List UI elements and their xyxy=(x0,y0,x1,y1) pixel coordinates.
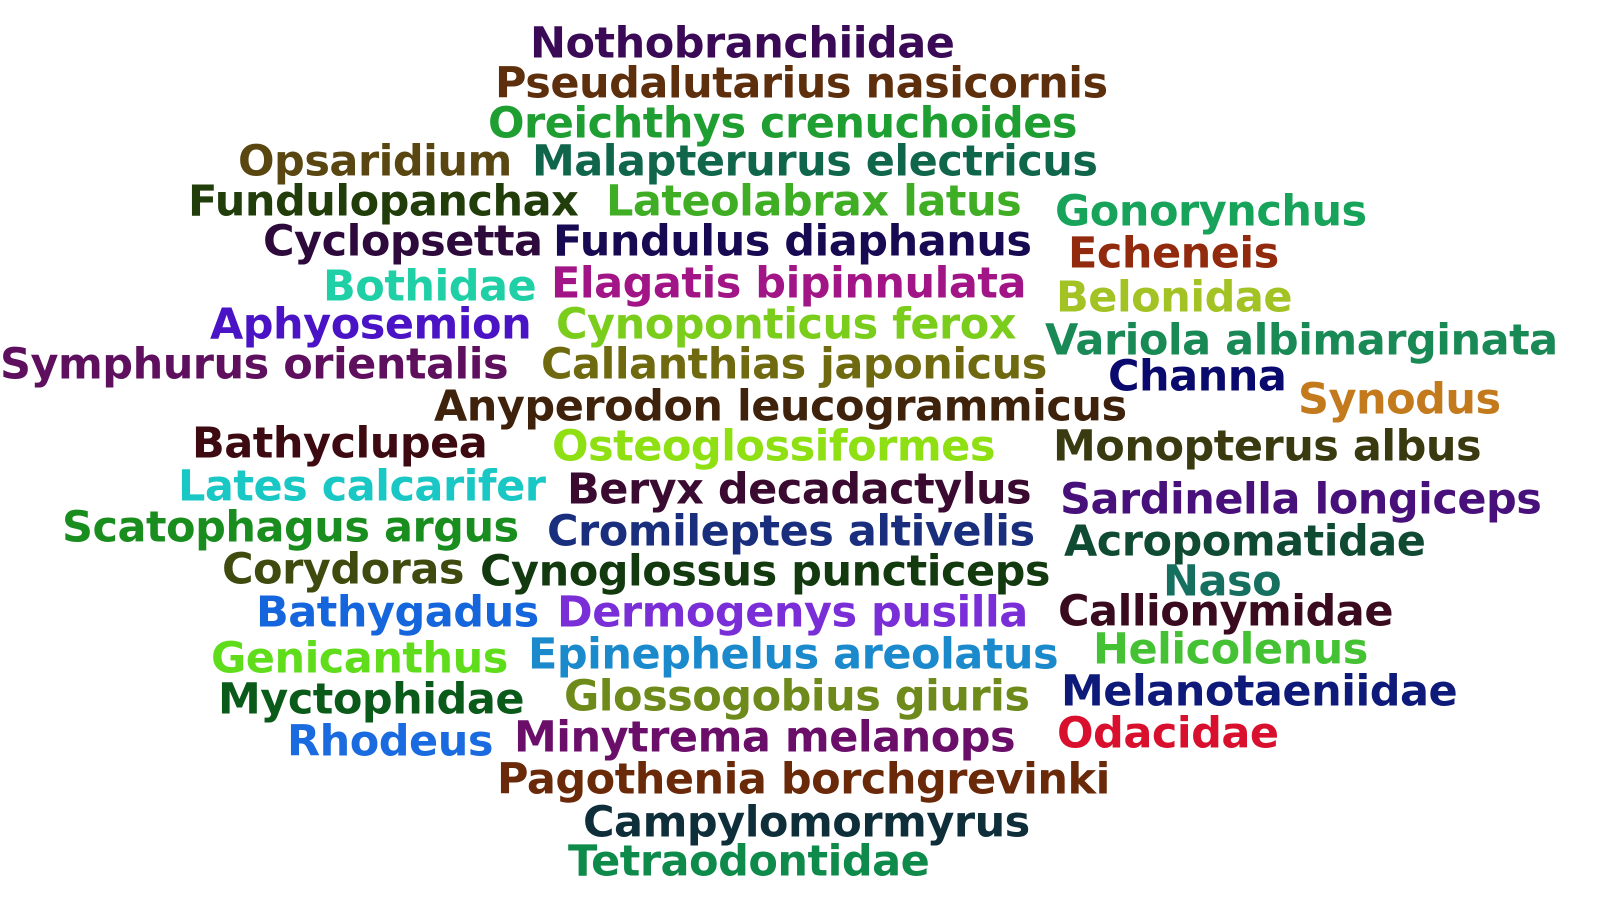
word-39: Helicolenus xyxy=(1093,624,1368,675)
word-14: Aphyosemion xyxy=(210,299,532,350)
word-44: Minytrema melanops xyxy=(514,712,1016,763)
word-29: Cromileptes altivelis xyxy=(547,506,1035,557)
word-17: Symphurus orientalis xyxy=(0,339,509,390)
word-7: Gonorynchus xyxy=(1055,186,1367,237)
word-27: Sardinella longiceps xyxy=(1060,474,1542,525)
word-5: Fundulopanchax xyxy=(188,176,579,227)
word-35: Dermogenys pusilla xyxy=(557,587,1028,638)
word-13: Belonidae xyxy=(1056,272,1293,323)
word-43: Rhodeus xyxy=(287,716,493,767)
word-20: Synodus xyxy=(1298,374,1501,425)
word-2: Oreichthys crenuchoides xyxy=(488,98,1078,149)
word-33: Naso xyxy=(1163,556,1282,607)
word-47: Campylomormyrus xyxy=(583,797,1030,848)
word-48: Tetraodontidae xyxy=(568,836,930,887)
word-38: Epinephelus areolatus xyxy=(528,629,1059,680)
word-11: Bothidae xyxy=(323,261,537,312)
word-24: Monopterus albus xyxy=(1053,421,1482,472)
word-46: Pagothenia borchgrevinki xyxy=(497,754,1110,805)
word-28: Scatophagus argus xyxy=(62,502,519,553)
word-10: Echeneis xyxy=(1068,228,1279,279)
word-12: Elagatis bipinnulata xyxy=(551,258,1027,309)
word-22: Bathyclupea xyxy=(192,418,488,469)
word-32: Cynoglossus puncticeps xyxy=(480,546,1050,597)
word-8: Cyclopsetta xyxy=(263,216,543,267)
word-9: Fundulus diaphanus xyxy=(553,216,1032,267)
word-31: Corydoras xyxy=(222,544,464,595)
word-34: Bathygadus xyxy=(256,587,539,638)
word-21: Anyperodon leucogrammicus xyxy=(434,381,1127,432)
word-40: Myctophidae xyxy=(218,674,525,725)
word-25: Lates calcarifer xyxy=(178,461,546,512)
word-16: Variola albimarginata xyxy=(1045,315,1558,366)
word-15: Cynoponticus ferox xyxy=(556,299,1017,350)
word-36: Callionymidae xyxy=(1058,586,1393,637)
word-37: Genicanthus xyxy=(211,633,508,684)
word-19: Channa xyxy=(1108,351,1287,402)
word-18: Callanthias japonicus xyxy=(541,339,1047,390)
word-30: Acropomatidae xyxy=(1064,516,1426,567)
word-42: Melanotaeniidae xyxy=(1061,666,1458,717)
word-41: Glossogobius giuris xyxy=(564,671,1030,722)
word-23: Osteoglossiformes xyxy=(552,421,995,472)
word-45: Odacidae xyxy=(1057,708,1279,759)
word-3: Opsaridium xyxy=(238,136,512,187)
word-1: Pseudalutarius nasicornis xyxy=(495,58,1108,109)
word-4: Malapterurus electricus xyxy=(532,136,1098,187)
word-6: Lateolabrax latus xyxy=(606,176,1022,227)
word-26: Beryx decadactylus xyxy=(567,464,1032,515)
word-0: Nothobranchiidae xyxy=(530,18,955,69)
